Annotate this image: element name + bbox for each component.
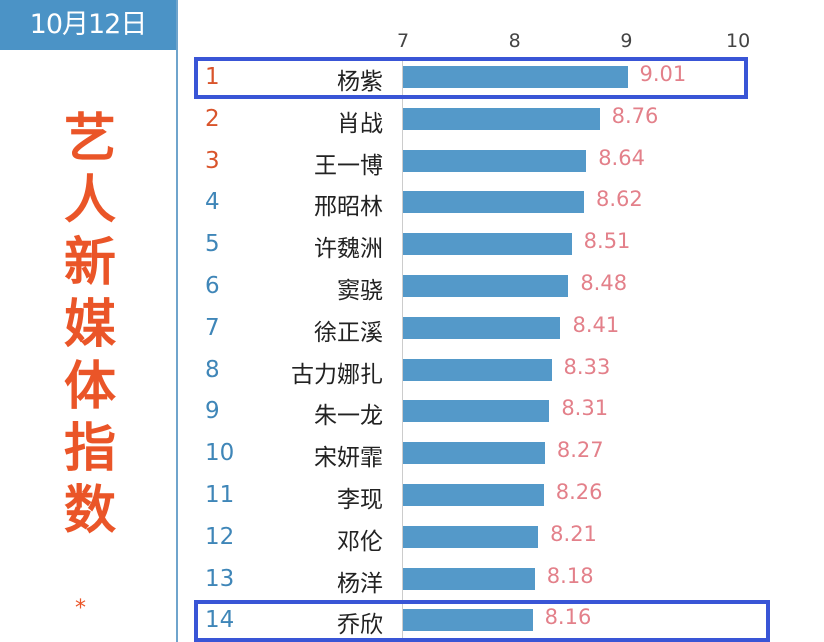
bar (403, 275, 569, 297)
category-label: 宋妍霏 (314, 445, 383, 472)
rank-label: 6 (205, 273, 220, 299)
chart-row: 9 朱一龙 8.31 (195, 392, 795, 432)
category-label: 窦骁 (337, 278, 383, 304)
bar (403, 316, 561, 339)
chart-row: 6 窦骁 8.48 (195, 267, 795, 307)
value-label: 8.33 (563, 354, 611, 379)
category-label: 徐正溪 (314, 319, 383, 346)
value-label: 8.48 (580, 271, 628, 295)
rank-label: 9 (205, 398, 220, 425)
highlight-box (194, 600, 770, 642)
rank-label: 4 (205, 189, 220, 216)
x-tick-label: 9 (620, 30, 633, 52)
category-label: 许魏洲 (314, 236, 383, 263)
bar (403, 233, 572, 256)
x-tick-label: 7 (396, 30, 410, 52)
bar (403, 567, 535, 590)
chart-row: 1 杨紫 9.01 (195, 58, 795, 98)
bar (403, 484, 544, 506)
chart-row: 5 许魏洲 8.51 (195, 225, 795, 265)
chart-row: 7 徐正溪 8.41 (195, 309, 795, 349)
chart-row: 12 邓伦 8.21 (195, 518, 795, 558)
value-label: 8.51 (583, 229, 631, 254)
category-label: 邢昭林 (314, 194, 383, 221)
chart-row: 2 肖战 8.76 (195, 100, 795, 140)
title-char: 体 (63, 357, 116, 417)
rank-label: 10 (205, 440, 235, 467)
value-label: 8.26 (555, 480, 603, 504)
bar (403, 191, 584, 214)
value-label: 8.41 (572, 312, 620, 337)
chart-row: 4 邢昭林 8.62 (195, 183, 795, 223)
highlight-box (194, 57, 748, 99)
chart-row: 14 乔欣 8.16 (195, 601, 795, 641)
bar (403, 609, 533, 632)
divider (176, 0, 178, 642)
title-char: 指 (63, 419, 116, 479)
category-label: 乔欣 (337, 612, 383, 639)
title-char: 媒 (63, 295, 116, 355)
title-char: 人 (63, 171, 116, 231)
chart-row: 13 杨洋 8.18 (195, 560, 795, 600)
footnote-asterisk: * (75, 596, 86, 621)
value-label: 8.31 (561, 396, 609, 421)
x-tick-label: 8 (508, 30, 521, 52)
x-tick-label: 10 (726, 30, 751, 52)
bar (403, 358, 552, 381)
title-char: 数 (63, 481, 116, 541)
category-label: 王一博 (314, 152, 383, 179)
value-label: 8.16 (544, 605, 592, 630)
rank-label: 5 (205, 231, 220, 258)
bar (403, 66, 628, 88)
rank-label: 3 (205, 147, 220, 174)
chart-row: 8 古力娜扎 8.33 (195, 351, 795, 391)
value-label: 8.21 (550, 521, 597, 546)
chart-title: 艺 人 新 媒 体 指 数 (55, 108, 125, 542)
bar (403, 149, 587, 172)
rank-label: 1 (205, 64, 220, 90)
category-label: 朱一龙 (314, 403, 383, 430)
value-label: 8.64 (598, 145, 645, 170)
title-char: 新 (63, 233, 116, 293)
rank-label: 14 (205, 607, 235, 634)
value-label: 8.62 (595, 187, 643, 212)
value-label: 8.76 (611, 103, 659, 128)
chart-row: 11 李现 8.26 (195, 476, 795, 516)
rank-label: 13 (205, 565, 235, 592)
value-label: 8.27 (556, 438, 604, 463)
y-axis-line (402, 60, 403, 642)
category-label: 肖战 (337, 110, 383, 137)
category-label: 杨紫 (337, 69, 383, 95)
title-char: 艺 (63, 109, 116, 169)
category-label: 李现 (337, 487, 383, 513)
rank-label: 11 (205, 482, 235, 508)
rank-label: 2 (205, 105, 220, 132)
category-label: 邓伦 (337, 528, 383, 555)
value-label: 8.18 (546, 563, 594, 588)
bar (403, 107, 600, 130)
chart-row: 10 宋妍霏 8.27 (195, 434, 795, 474)
category-label: 古力娜扎 (291, 361, 383, 388)
value-label: 9.01 (639, 62, 687, 86)
bar (403, 442, 545, 465)
rank-label: 8 (205, 356, 220, 383)
chart-row: 3 王一博 8.64 (195, 142, 795, 182)
rank-label: 7 (205, 314, 220, 341)
category-label: 杨洋 (337, 570, 383, 597)
bar (403, 400, 550, 423)
bar (403, 525, 539, 548)
date-label: 10月12日 (0, 0, 176, 50)
rank-label: 12 (205, 523, 235, 550)
